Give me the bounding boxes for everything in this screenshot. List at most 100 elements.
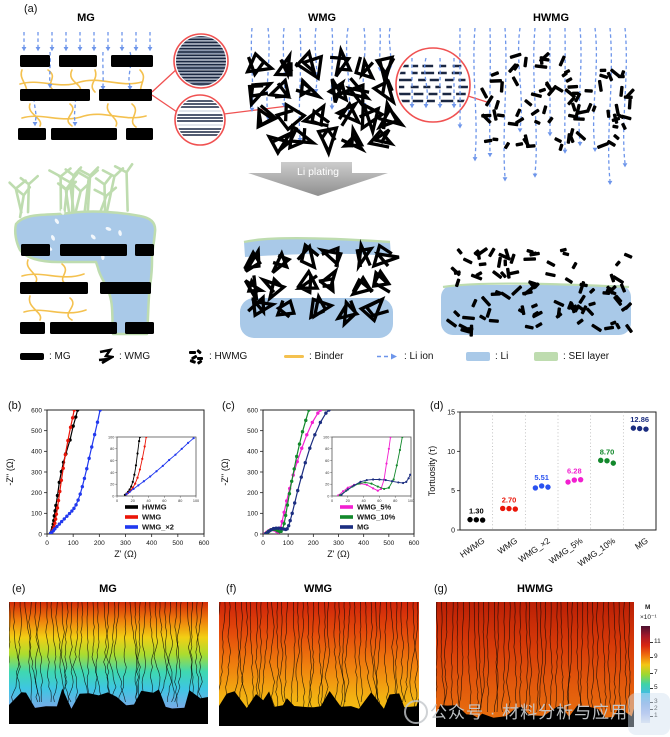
legend-label: : WMG [119,350,151,362]
electrode-surface [219,691,419,726]
colorbar-tick-mark [650,657,653,658]
svg-text:60: 60 [162,499,166,503]
colorbar [641,626,650,723]
colorbar-tick-mark [650,687,653,689]
svg-text:20: 20 [110,483,114,487]
svg-text:40: 40 [325,471,329,475]
svg-text:0: 0 [261,540,265,547]
li-swatch [466,351,490,361]
svg-text:-Z'' (Ω): -Z'' (Ω) [5,458,15,485]
svg-text:0: 0 [45,540,49,547]
series-MG [264,410,331,534]
svg-text:40: 40 [361,499,365,503]
svg-text:80: 80 [178,499,182,503]
nyquist-chart-b: 0 100 200 300 400 500 6000100200300400500600Z'… [5,407,210,559]
svg-text:200: 200 [308,540,319,547]
colorbar-tick-mark [650,641,653,643]
series-WMG_5% [263,410,323,534]
svg-text:5: 5 [451,488,455,495]
category-WMG_×2: 5.51 [532,473,551,491]
colorbar-tick-label: 5 [654,683,658,691]
colorbar-tick-mark [650,702,653,704]
svg-text:6.28: 6.28 [567,467,582,476]
panel-a-title-hwmg: HWMG [532,12,570,24]
colorbar-tick-mark [650,716,653,718]
svg-text:80: 80 [110,447,114,451]
legend-item-sei: : SEI layer [534,349,609,363]
svg-text:2.70: 2.70 [502,495,517,504]
nyquist-chart-c: 0 100 200 300 400 500 6000100200300400500600Z'… [220,407,420,559]
svg-text:80: 80 [393,499,397,503]
hwmg-glyph-icon [189,348,203,364]
wmg-electrode-top [244,27,407,158]
legend-label: : Binder [309,350,344,362]
legend-item-hwmg: : HWMG [187,348,247,364]
series-WMG_10% [263,410,311,534]
svg-text:WMG_5%: WMG_5% [357,503,392,512]
colorbar-tick-mark [650,708,653,710]
flow-sim-hwmg [436,602,634,727]
svg-text:0: 0 [116,499,118,503]
svg-text:Z' (Ω): Z' (Ω) [327,549,349,559]
svg-text:20: 20 [325,483,329,487]
category-MG: 12.86 [630,415,649,432]
svg-text:400: 400 [358,540,369,547]
legend-item-mg: : MG [20,349,71,363]
svg-text:Tortuosity (τ): Tortuosity (τ) [427,446,437,497]
svg-text:100: 100 [247,511,258,518]
panel-d-label: (d) [430,400,444,412]
svg-text:100: 100 [68,540,79,547]
panel-a-title-mg: MG [77,12,95,24]
electrode-surface [436,705,634,727]
svg-text:80: 80 [325,447,329,451]
panel-c-label: (c) [222,400,235,412]
colorbar-tick-label: 9 [654,653,658,661]
colorbar-tick-label: 2 [654,704,658,712]
watermark-text: 公众号 · 材料分析与应用 [430,703,629,722]
svg-text:300: 300 [333,540,344,547]
svg-text:60: 60 [110,459,114,463]
heatmap-title-mg: MG [99,583,117,595]
colorbar-tick-label: 3 [654,698,658,706]
svg-text:MG: MG [633,535,650,551]
svg-text:100: 100 [108,435,114,439]
category-WMG_5%: 6.28 [565,467,584,485]
svg-text:0: 0 [451,528,455,535]
binder-swatch [284,354,304,358]
legend-item-binder: : Binder [284,349,343,363]
svg-text:300: 300 [120,540,131,547]
colorbar-tick-label: 7 [654,668,658,676]
flow-sim-mg [9,602,208,724]
svg-text:MG: MG [357,523,369,532]
hwmg-magnifier-circle [395,47,471,123]
legend-label: : MG [49,350,71,362]
electrode-surface [9,688,208,724]
li-ion-arrow-icon [377,353,397,359]
watermark-badge [628,693,670,735]
svg-text:200: 200 [31,490,42,497]
svg-text:20: 20 [131,499,135,503]
sei-swatch [534,351,558,361]
svg-text:WMG: WMG [142,513,161,522]
legend-label: : Li [495,350,509,362]
svg-text:20: 20 [346,499,350,503]
panel-e-label: (e) [12,583,26,595]
category-HWMG: 1.30 [467,507,486,523]
colorbar-tick-label: 1 [654,712,658,720]
watermark-logo-icon [404,700,428,724]
colorbar-exponent-label: ×10⁻¹ [640,614,657,621]
svg-text:-Z'' (Ω): -Z'' (Ω) [220,458,230,485]
panel-g-label: (g) [434,583,448,595]
svg-text:200: 200 [94,540,105,547]
hwmg-plated [441,247,633,337]
category-WMG: 2.70 [500,495,518,512]
svg-text:500: 500 [31,428,42,435]
svg-text:HWMG: HWMG [458,535,487,559]
svg-text:WMG_×2: WMG_×2 [142,523,174,532]
graphite-layers-broken [399,57,468,109]
svg-text:12.86: 12.86 [630,415,649,424]
svg-text:500: 500 [172,540,183,547]
svg-text:0: 0 [38,531,42,538]
legend-label: : Li ion [404,350,434,362]
